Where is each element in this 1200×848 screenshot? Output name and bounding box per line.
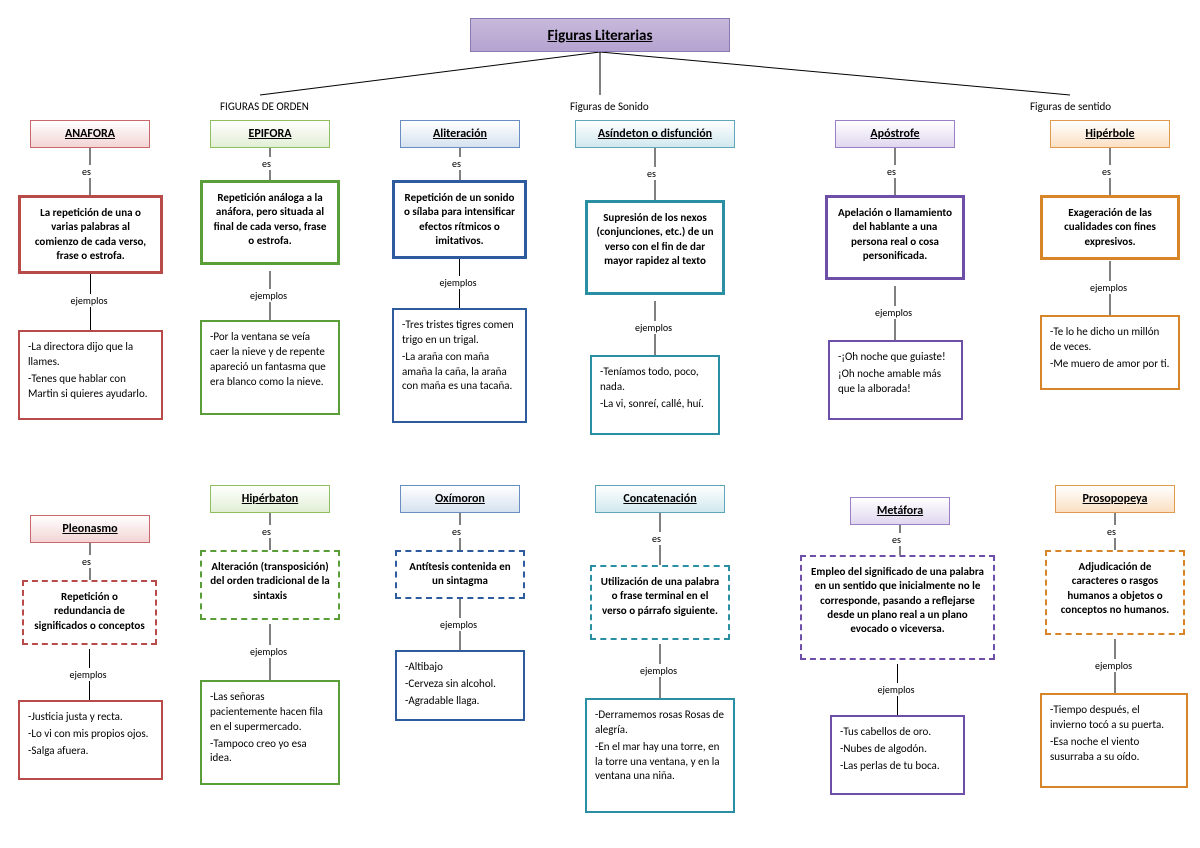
epifora-ejemplos-label: ejemplos bbox=[248, 289, 289, 302]
apostrofe-ejemplos-label: ejemplos bbox=[873, 306, 914, 319]
pleonasmo-title: Pleonasmo bbox=[30, 515, 150, 543]
metafora-title: Metáfora bbox=[850, 497, 950, 525]
prosopopeya-es-label: es bbox=[1105, 525, 1118, 538]
hiperbaton-title: Hipérbaton bbox=[210, 485, 330, 513]
asindeton-title: Asíndeton o disfunción bbox=[575, 120, 735, 148]
anafora-ejemplos-label: ejemplos bbox=[69, 294, 110, 307]
prosopopeya-definition: Adjudicación de caracteres o rasgos huma… bbox=[1045, 550, 1185, 635]
anafora-es-label: es bbox=[80, 165, 93, 178]
anafora-examples: -La directora dijo que la llames.-Tenes … bbox=[18, 330, 163, 420]
concatenacion-definition: Utilización de una palabra o frase termi… bbox=[590, 565, 730, 640]
epifora-title: EPIFORA bbox=[210, 120, 330, 148]
epifora-definition: Repetición análoga a la anáfora, pero si… bbox=[200, 180, 340, 265]
category-label-2: Figuras de sentido bbox=[1030, 100, 1111, 113]
hiperbaton-definition: Alteración (transposición) del orden tra… bbox=[200, 550, 340, 620]
aliteracion-title: Aliteración bbox=[400, 120, 520, 148]
hiperbaton-examples: -Las señoras pacientemente hacen fila en… bbox=[200, 680, 340, 785]
asindeton-es-label: es bbox=[645, 167, 658, 180]
anafora-definition: La repetición de una o varias palabras a… bbox=[18, 195, 163, 274]
root-title: Figuras Literarias bbox=[470, 18, 730, 52]
hiperbaton-ejemplos-label: ejemplos bbox=[248, 645, 289, 658]
apostrofe-title: Apóstrofe bbox=[835, 120, 955, 148]
pleonasmo-ejemplos-label: ejemplos bbox=[68, 668, 109, 681]
epifora-es-label: es bbox=[260, 157, 273, 170]
concatenacion-title: Concatenación bbox=[595, 485, 725, 513]
apostrofe-definition: Apelación o llamamiento del hablante a u… bbox=[825, 195, 965, 280]
pleonasmo-examples: -Justicia justa y recta.-Lo vi con mis p… bbox=[18, 700, 163, 780]
metafora-definition: Empleo del significado de una palabra en… bbox=[800, 555, 995, 660]
aliteracion-es-label: es bbox=[450, 157, 463, 170]
hiperbole-examples: -Te lo he dicho un millón de veces.-Me m… bbox=[1040, 315, 1180, 390]
metafora-ejemplos-label: ejemplos bbox=[876, 683, 917, 696]
prosopopeya-ejemplos-label: ejemplos bbox=[1093, 659, 1134, 672]
epifora-examples: -Por la ventana se veía caer la nieve y … bbox=[200, 320, 340, 415]
prosopopeya-title: Prosopopeya bbox=[1055, 485, 1175, 513]
category-label-0: FIGURAS DE ORDEN bbox=[220, 100, 309, 113]
asindeton-definition: Supresión de los nexos (conjunciones, et… bbox=[585, 200, 725, 295]
metafora-examples: -Tus cabellos de oro.-Nubes de algodón.-… bbox=[830, 715, 965, 795]
oximoron-ejemplos-label: ejemplos bbox=[438, 618, 479, 631]
oximoron-es-label: es bbox=[450, 525, 463, 538]
prosopopeya-examples: -Tiempo después, el invierno tocó a su p… bbox=[1040, 693, 1188, 788]
aliteracion-ejemplos-label: ejemplos bbox=[438, 276, 479, 289]
hiperbole-ejemplos-label: ejemplos bbox=[1088, 281, 1129, 294]
concatenacion-examples: -Derramemos rosas Rosas de alegría.-En e… bbox=[585, 698, 735, 813]
concatenacion-es-label: es bbox=[650, 532, 663, 545]
apostrofe-examples: -¡Oh noche que guiaste!¡Oh noche amable … bbox=[828, 340, 963, 420]
category-label-1: Figuras de Sonido bbox=[570, 100, 649, 113]
asindeton-examples: -Teníamos todo, poco, nada.-La vi, sonre… bbox=[590, 355, 720, 435]
pleonasmo-definition: Repetición o redundancia de significados… bbox=[22, 580, 157, 645]
apostrofe-es-label: es bbox=[885, 165, 898, 178]
asindeton-ejemplos-label: ejemplos bbox=[633, 321, 674, 334]
hiperbole-title: Hipérbole bbox=[1050, 120, 1170, 148]
hiperbole-es-label: es bbox=[1100, 165, 1113, 178]
hiperbaton-es-label: es bbox=[260, 525, 273, 538]
oximoron-examples: -Altibajo-Cerveza sin alcohol.-Agradable… bbox=[395, 650, 525, 721]
aliteracion-examples: -Tres tristes tigres comen trigo en un t… bbox=[392, 308, 527, 423]
oximoron-definition: Antítesis contenida en un sintagma bbox=[395, 550, 525, 599]
aliteracion-definition: Repetición de un sonido o sílaba para in… bbox=[392, 180, 527, 259]
metafora-es-label: es bbox=[890, 533, 903, 546]
oximoron-title: Oxímoron bbox=[400, 485, 520, 513]
concatenacion-ejemplos-label: ejemplos bbox=[638, 664, 679, 677]
anafora-title: ANAFORA bbox=[30, 120, 150, 148]
pleonasmo-es-label: es bbox=[80, 555, 93, 568]
hiperbole-definition: Exageración de las cualidades con fines … bbox=[1040, 195, 1180, 260]
